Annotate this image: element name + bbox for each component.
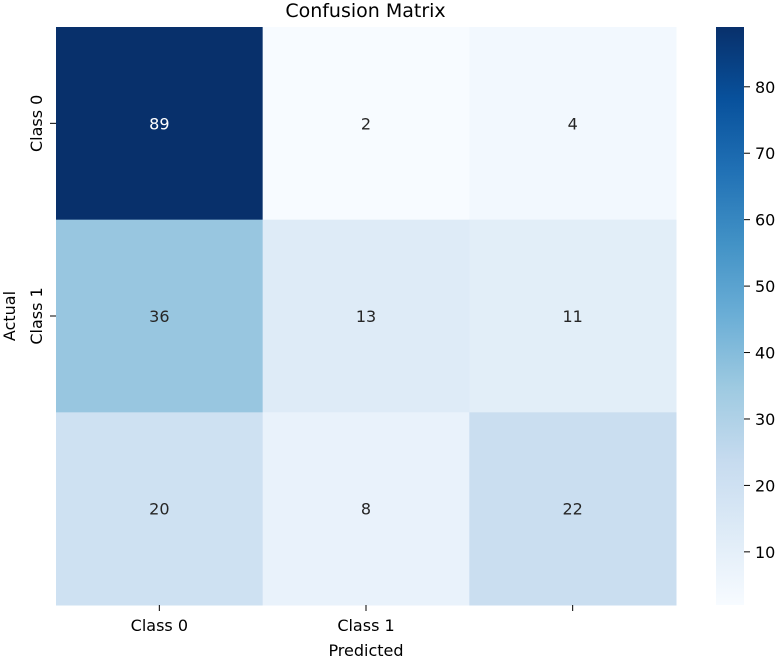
cell-value-label: 89 xyxy=(149,114,169,133)
heatmap-cell xyxy=(56,219,264,413)
cell-value-label: 22 xyxy=(562,500,582,519)
colorbar-tick-label: 30 xyxy=(755,410,775,429)
cell-value-label: 2 xyxy=(361,114,371,133)
heatmap-cell xyxy=(262,219,470,413)
colorbar xyxy=(716,27,744,605)
y-axis-label: Actual xyxy=(0,291,19,341)
colorbar-tick-label: 50 xyxy=(755,277,775,296)
x-tick-label: Class 1 xyxy=(337,616,394,635)
cell-value-label: 11 xyxy=(562,307,582,326)
heatmap-cell-labels: 89 2 4 36 13 11 20 8 22 xyxy=(149,114,583,518)
chart-title: Confusion Matrix xyxy=(285,0,445,22)
heatmap-cells xyxy=(56,27,677,606)
heatmap-cell xyxy=(469,219,677,413)
colorbar-tick-label: 80 xyxy=(755,78,775,97)
heatmap-cell xyxy=(262,412,470,606)
heatmap-cell xyxy=(56,412,264,606)
cell-value-label: 20 xyxy=(149,500,169,519)
heatmap-cell xyxy=(56,27,264,221)
x-axis-label: Predicted xyxy=(328,641,403,656)
colorbar-ticks: 10 20 30 40 50 60 70 80 xyxy=(744,78,775,562)
heatmap-cell xyxy=(469,412,677,606)
cell-value-label: 4 xyxy=(568,114,578,133)
colorbar-tick-label: 20 xyxy=(755,476,775,495)
y-tick-label: Class 0 xyxy=(27,95,46,152)
heatmap-cell xyxy=(469,27,677,221)
x-axis-ticks: Class 0 Class 1 xyxy=(131,605,574,635)
heatmap-cell xyxy=(262,27,470,221)
cell-value-label: 13 xyxy=(356,307,376,326)
cell-value-label: 8 xyxy=(361,500,371,519)
y-axis-ticks: Class 0 Class 1 xyxy=(27,95,56,345)
cell-value-label: 36 xyxy=(149,307,169,326)
colorbar-tick-label: 70 xyxy=(755,144,775,163)
colorbar-tick-label: 40 xyxy=(755,344,775,363)
colorbar-tick-label: 10 xyxy=(755,543,775,562)
y-tick-label: Class 1 xyxy=(27,287,46,344)
x-tick-label: Class 0 xyxy=(131,616,188,635)
colorbar-tick-label: 60 xyxy=(755,211,775,230)
